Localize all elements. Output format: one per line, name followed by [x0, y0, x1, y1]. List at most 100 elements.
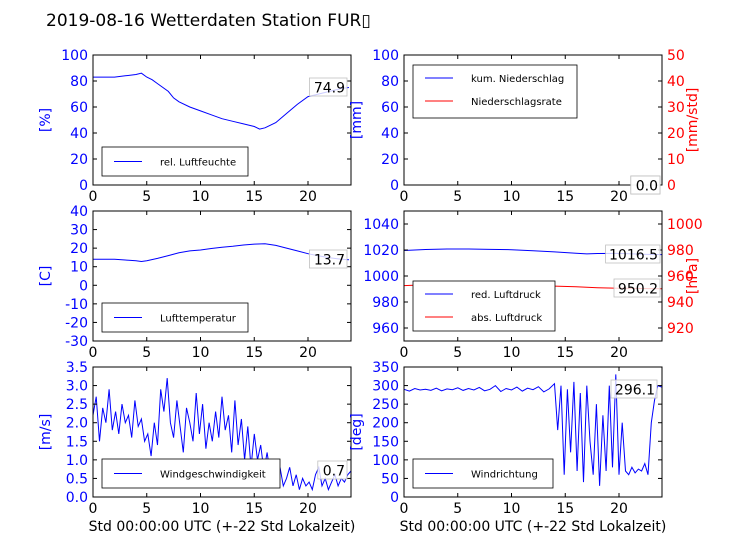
y-tick-label: 300	[372, 379, 399, 395]
y-tick-label: 20	[381, 152, 399, 168]
y-tick-label: 20	[70, 152, 88, 168]
y-tick-label: 60	[70, 100, 88, 116]
x-tick-label: 20	[299, 501, 317, 517]
x-tick-label: 10	[192, 501, 210, 517]
y-tick-label: 250	[372, 397, 399, 413]
y-tick-label: 2.5	[66, 397, 88, 413]
x-tick-label: 0	[89, 189, 98, 205]
y-tick-label: -30	[65, 334, 88, 350]
legend-label: Windgeschwindigkeit	[160, 470, 266, 481]
value-annotation: 1016.5	[609, 248, 658, 264]
y2-tick-label: 920	[667, 321, 694, 337]
value-annotation-secondary-box	[630, 175, 661, 195]
plot-frame	[92, 210, 352, 342]
x-tick-label: 5	[453, 501, 462, 517]
value-annotation-box	[605, 244, 661, 264]
figure-title: 2019-08-16 Wetterdaten Station FUR▯	[46, 11, 371, 31]
y2-tick-label: 30	[667, 100, 685, 116]
plot-frame	[92, 366, 352, 498]
y-tick-label: 50	[381, 471, 399, 487]
x-tick-label: 15	[245, 345, 263, 361]
subplot-pressure: 0 5 10 15 20 960 980 1000 1020 1040 920 940 960 980 10…	[363, 210, 703, 361]
y-tick-label: -10	[65, 297, 88, 313]
series-line-1	[92, 378, 352, 492]
series-line-1	[93, 243, 349, 263]
subplot-wind-speed: 0 5 10 15 20 0.0 0.5 1.0 1.5 2.0 2.5 3.0 3.5 [m/s] Std…	[38, 360, 355, 535]
y-tick-label: 3.0	[66, 379, 88, 395]
y-tick-label: 960	[372, 321, 399, 337]
x-tick-label: 5	[142, 189, 151, 205]
y-tick-label: 1.5	[66, 434, 88, 450]
x-tick-label: 5	[142, 345, 151, 361]
x-tick-label: 10	[192, 345, 210, 361]
y-tick-label: 1.0	[66, 453, 88, 469]
value-annotation-box	[610, 379, 658, 399]
y2-tick-label: 10	[667, 152, 685, 168]
x-tick-label: 5	[453, 189, 462, 205]
y2-tick-label: 1000	[667, 217, 703, 233]
y2-tick-label: 940	[667, 295, 694, 311]
y2-tick-label: 40	[667, 74, 685, 90]
y-axis-label: [%]	[38, 108, 54, 132]
y-tick-label: 0.5	[66, 471, 88, 487]
y-tick-label: 350	[372, 360, 399, 376]
x-tick-label: 15	[556, 345, 574, 361]
y-tick-label: 3.5	[66, 360, 88, 376]
x-tick-label: 20	[299, 345, 317, 361]
x-tick-label: 20	[610, 189, 628, 205]
y-axis-label: [C]	[38, 266, 54, 287]
legend-box	[412, 64, 578, 119]
y-tick-label: 100	[372, 453, 399, 469]
y-tick-label: 30	[70, 223, 88, 239]
x-tick-label: 5	[142, 501, 151, 517]
legend-label: Lufttemperatur	[160, 314, 237, 325]
y2-tick-label: 980	[667, 243, 694, 259]
x-tick-label: 10	[192, 189, 210, 205]
y-tick-label: 80	[381, 74, 399, 90]
plot-frame	[403, 54, 663, 186]
value-annotation-secondary: 950.2	[618, 282, 658, 298]
y-tick-label: 40	[381, 126, 399, 142]
value-annotation: 0.7	[323, 464, 345, 480]
value-annotation-box	[308, 77, 348, 97]
x-tick-label: 20	[299, 189, 317, 205]
x-tick-label: 15	[556, 189, 574, 205]
subplot-precip: 0 5 10 15 20 0 20 40 60 80 100 0 10 20 30 40 50 [mm/std] […	[349, 48, 701, 205]
plot-frame	[92, 54, 352, 186]
value-annotation-secondary: 0.0	[636, 179, 658, 195]
y2-tick-label: 20	[667, 126, 685, 142]
y-tick-label: 980	[372, 295, 399, 311]
y2-axis-label: [mm/std]	[685, 88, 701, 153]
y2-tick-label: 0	[667, 178, 676, 194]
value-annotation: 13.7	[314, 253, 345, 269]
x-tick-label: 10	[503, 189, 521, 205]
x-tick-label: 15	[245, 189, 263, 205]
value-annotation: 74.9	[314, 81, 345, 97]
value-annotation-secondary-box	[613, 278, 661, 298]
y-tick-label: 60	[381, 100, 399, 116]
series-line-1	[93, 72, 349, 130]
legend-label: red. Luftdruck	[471, 290, 541, 301]
subplot-temperature: 0 5 10 15 20 -30 -20 -10 0 10 20 30 40 [C] Lufttempera…	[38, 204, 352, 361]
x-tick-label: 10	[503, 501, 521, 517]
value-annotation: 296.1	[615, 383, 655, 399]
x-tick-label: 0	[400, 501, 409, 517]
legend-label: Niederschlagsrate	[471, 97, 562, 108]
y-axis-label: [deg]	[349, 413, 365, 450]
y-tick-label: 0.0	[66, 490, 88, 506]
y-tick-label: 200	[372, 416, 399, 432]
y-tick-label: 2.0	[66, 416, 88, 432]
y-tick-label: 20	[70, 241, 88, 257]
y2-tick-label: 960	[667, 269, 694, 285]
x-tick-label: 20	[610, 501, 628, 517]
x-tick-label: 10	[503, 345, 521, 361]
y-axis-label: [mm]	[349, 101, 365, 139]
legend-box	[412, 280, 556, 332]
y-axis-label: [m/s]	[38, 414, 54, 451]
y-tick-label: 80	[70, 74, 88, 90]
subplot-humidity: 0 5 10 15 20 0 20 40 60 80 100 [%] rel. Luftfeuchte 7…	[38, 48, 352, 205]
x-tick-label: 0	[89, 345, 98, 361]
y-tick-label: -20	[65, 315, 88, 331]
legend-label: rel. Luftfeuchte	[160, 158, 236, 169]
